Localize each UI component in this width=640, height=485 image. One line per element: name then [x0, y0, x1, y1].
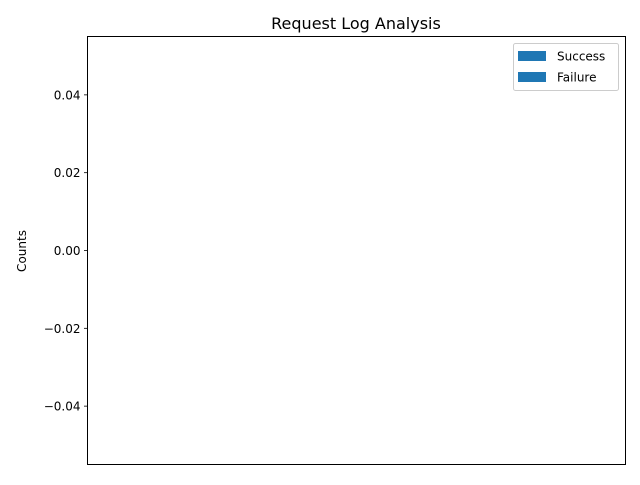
chart-title: Request Log Analysis [271, 14, 441, 33]
legend-swatch-success [518, 51, 546, 61]
y-tick-label: 0.00 [54, 244, 81, 258]
plot-frame [87, 36, 626, 465]
legend-swatch-failure [518, 72, 546, 82]
y-axis-label: Counts [15, 230, 29, 272]
y-tick-label: 0.02 [54, 166, 81, 180]
plot-area [87, 36, 626, 465]
chart-legend: Success Failure [513, 43, 619, 91]
legend-label-success: Success [557, 50, 605, 64]
y-axis: 0.04 0.02 0.00 −0.02 −0.04 [44, 88, 88, 414]
legend-items: Success Failure [518, 50, 605, 85]
y-tick-label: −0.04 [44, 400, 81, 414]
legend-label-failure: Failure [557, 71, 596, 85]
y-tick-label: −0.02 [44, 322, 81, 336]
y-tick-label: 0.04 [54, 88, 81, 102]
